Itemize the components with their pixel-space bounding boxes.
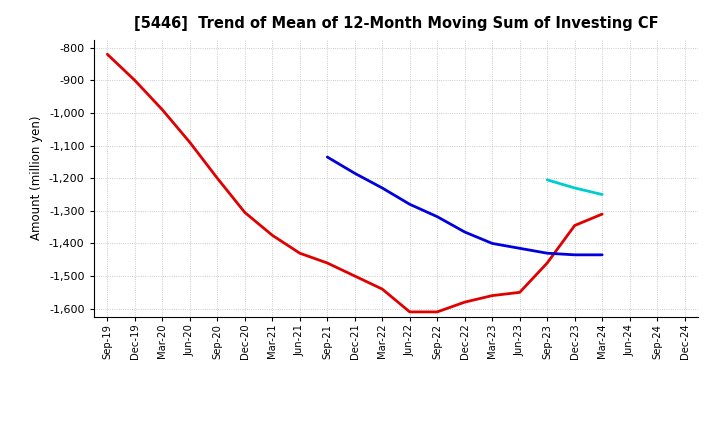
3 Years: [570, 223, 579, 228]
3 Years: [598, 212, 606, 217]
7 Years: [598, 192, 606, 197]
5 Years: [433, 214, 441, 219]
3 Years: [103, 51, 112, 57]
7 Years: [570, 185, 579, 191]
5 Years: [516, 246, 524, 251]
5 Years: [570, 252, 579, 257]
5 Years: [323, 154, 332, 160]
5 Years: [351, 171, 359, 176]
Line: 5 Years: 5 Years: [328, 157, 602, 255]
5 Years: [488, 241, 497, 246]
3 Years: [405, 309, 414, 315]
3 Years: [130, 78, 139, 83]
3 Years: [433, 309, 441, 315]
3 Years: [323, 260, 332, 266]
3 Years: [268, 233, 276, 238]
3 Years: [543, 260, 552, 266]
Line: 7 Years: 7 Years: [547, 180, 602, 194]
Title: [5446]  Trend of Mean of 12-Month Moving Sum of Investing CF: [5446] Trend of Mean of 12-Month Moving …: [134, 16, 658, 32]
3 Years: [186, 139, 194, 145]
5 Years: [405, 202, 414, 207]
Y-axis label: Amount (million yen): Amount (million yen): [30, 116, 43, 240]
7 Years: [543, 177, 552, 183]
3 Years: [516, 290, 524, 295]
5 Years: [460, 229, 469, 235]
3 Years: [351, 273, 359, 279]
Line: 3 Years: 3 Years: [107, 54, 602, 312]
3 Years: [240, 210, 249, 215]
5 Years: [598, 252, 606, 257]
5 Years: [378, 185, 387, 191]
3 Years: [488, 293, 497, 298]
3 Years: [213, 176, 222, 181]
3 Years: [295, 250, 304, 256]
5 Years: [543, 250, 552, 256]
3 Years: [378, 286, 387, 292]
3 Years: [158, 107, 166, 112]
3 Years: [460, 300, 469, 305]
